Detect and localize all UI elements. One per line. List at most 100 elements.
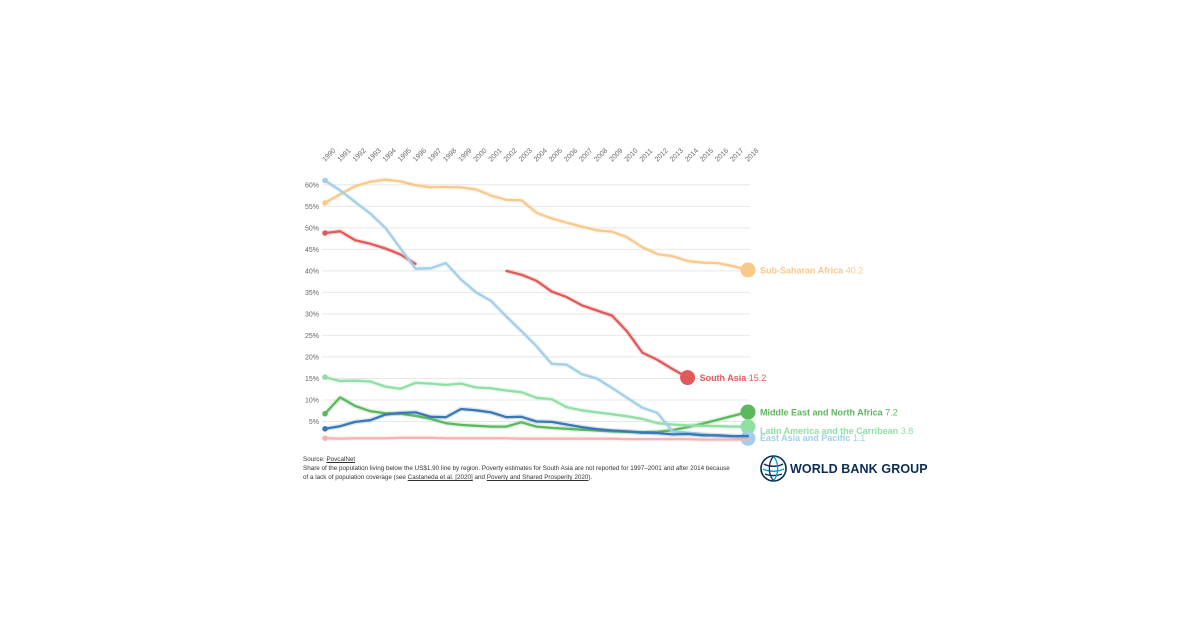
series-end-value: 40.2 [846, 266, 864, 276]
series-sub-saharan-africa [322, 177, 756, 278]
y-axis-ticks: 5% 10% 15% 20% 25% 30% 35% 40% 45% 50% 55% 60% [305, 182, 319, 426]
x-tick-label: 1998 [442, 147, 458, 163]
series-line [323, 230, 417, 266]
series-end-point[interactable] [740, 404, 756, 420]
chart-footnote: Source: PovcalNet Share of the populatio… [303, 455, 773, 482]
globe-icon [760, 455, 787, 482]
series-series-6 [322, 435, 750, 443]
source-line: Source: PovcalNet [303, 455, 773, 464]
x-tick-label: 2007 [578, 147, 594, 163]
series-name: East Asia and Pacific [760, 433, 853, 443]
x-tick-label: 2014 [684, 147, 700, 163]
y-tick-label: 15% [305, 376, 319, 383]
x-tick-label: 2009 [609, 147, 625, 163]
x-tick-label: 1991 [337, 147, 353, 163]
x-axis-ticks: 1990 1991 1992 1993 1994 1995 1996 1997 1998 1999… [321, 147, 760, 163]
series-end-label: Latin America and the Carribean 3.8 [760, 426, 913, 436]
footnote-mid: and [472, 474, 487, 481]
x-tick-label: 1997 [427, 147, 443, 163]
series-start-point [322, 374, 328, 380]
footnote-line-3-prefix: of a lack of population coverage (see [303, 474, 408, 481]
x-tick-label: 1990 [321, 147, 337, 163]
x-tick-label: 2011 [639, 148, 655, 164]
x-tick-label: 1993 [367, 147, 383, 163]
x-tick-label: 2003 [518, 147, 534, 163]
series-end-value: 3.8 [901, 426, 914, 436]
series-line [323, 407, 750, 438]
source-prefix: Source: [303, 456, 327, 463]
y-tick-label: 50% [305, 225, 319, 232]
x-tick-label: 1995 [397, 147, 413, 163]
source-link[interactable]: PovcalNet [326, 456, 356, 463]
y-tick-label: 40% [305, 268, 319, 275]
series-start-point [322, 425, 328, 432]
x-tick-label: 2004 [533, 147, 549, 163]
x-tick-label: 2001 [488, 147, 504, 163]
series-start-point [322, 177, 328, 184]
y-tick-label: 30% [305, 311, 319, 318]
series-start-point [322, 410, 328, 417]
x-tick-label: 2018 [744, 147, 760, 163]
series-line [323, 179, 750, 440]
series-end-value: 15.2 [749, 373, 767, 383]
y-tick-label: 60% [305, 182, 319, 189]
x-tick-label: 2008 [593, 147, 609, 163]
series-line [323, 436, 750, 441]
x-tick-label: 2012 [654, 147, 670, 163]
y-tick-label: 20% [305, 354, 319, 361]
series-series-5 [322, 406, 750, 439]
x-tick-label: 2017 [729, 147, 745, 163]
series-end-value: 7.2 [885, 408, 898, 418]
psp-2020-link[interactable]: Poverty and Shared Prosperity 2020 [486, 474, 589, 481]
series-end-point[interactable] [680, 370, 696, 386]
series-name: South Asia [700, 373, 749, 383]
y-tick-label: 5% [309, 419, 319, 426]
x-tick-label: 1992 [352, 147, 368, 163]
x-tick-label: 1996 [412, 147, 428, 163]
series-lines [322, 177, 756, 446]
series-line [323, 178, 750, 272]
series-name: Latin America and the Carribean [760, 426, 901, 436]
y-tick-label: 10% [305, 397, 319, 404]
series-end-labels: Sub-Saharan Africa 40.2 South Asia 15.2 Mi… [700, 266, 914, 443]
footnote-line-3: of a lack of population coverage (see Ca… [303, 473, 773, 482]
series-end-point[interactable] [740, 419, 756, 435]
x-tick-label: 1999 [457, 147, 473, 163]
series-east-asia-and-pacific [322, 177, 756, 446]
series-end-value: 1.1 [853, 433, 866, 443]
world-bank-group-logo[interactable]: WORLD BANK GROUP [760, 455, 928, 482]
x-tick-label: 2000 [473, 147, 489, 163]
castaneda-link[interactable]: Castaneda et al. [2020] [407, 474, 473, 481]
series-name: Middle East and North Africa [760, 408, 885, 418]
x-tick-label: 2005 [548, 147, 564, 163]
series-name: Sub-Saharan Africa [760, 266, 846, 276]
series-end-label: South Asia 15.2 [700, 373, 767, 383]
series-end-point[interactable] [740, 262, 756, 278]
series-start-point [322, 200, 328, 206]
footnote-line-2: Share of the population living below the… [303, 465, 730, 472]
x-tick-label: 2015 [699, 147, 715, 163]
series-south-asia [322, 228, 696, 386]
x-tick-label: 2016 [714, 147, 730, 163]
x-tick-label: 2006 [563, 147, 579, 163]
y-tick-label: 55% [305, 204, 319, 211]
series-latin-america-and-the-carribean [322, 374, 756, 435]
series-line [505, 269, 689, 379]
x-tick-label: 2002 [503, 147, 519, 163]
series-halo [323, 177, 749, 273]
series-end-label: Middle East and North Africa 7.2 [760, 408, 898, 418]
x-tick-label: 2013 [669, 147, 685, 163]
x-tick-label: 2010 [624, 147, 640, 163]
footnote-line-3-suffix: ). [588, 474, 593, 481]
series-start-point [322, 435, 328, 442]
series-end-label: Sub-Saharan Africa 40.2 [760, 266, 863, 276]
series-start-point [322, 230, 328, 236]
y-tick-label: 25% [305, 333, 319, 340]
y-tick-label: 45% [305, 247, 319, 254]
series-end-label: East Asia and Pacific 1.1 [760, 433, 865, 443]
series-end-point[interactable] [740, 430, 756, 446]
world-bank-group-wordmark: WORLD BANK GROUP [790, 461, 928, 476]
gridlines [322, 184, 750, 422]
x-tick-label: 1994 [382, 147, 398, 163]
